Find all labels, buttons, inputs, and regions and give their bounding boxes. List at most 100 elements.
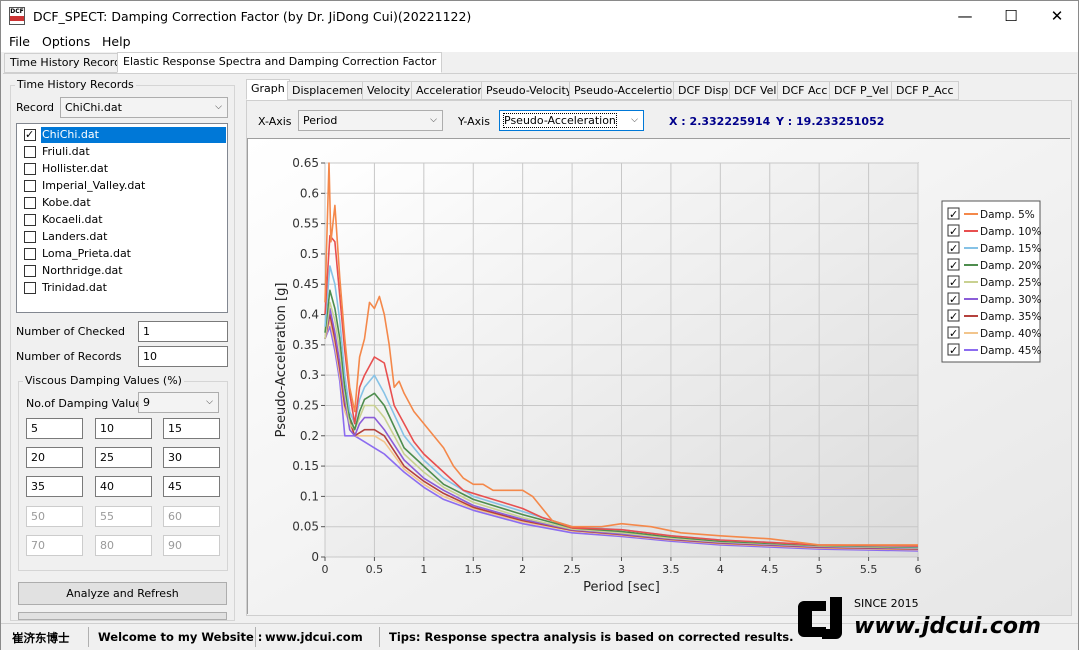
tab-dcf-vel[interactable]: DCF Vel — [729, 81, 782, 100]
list-item[interactable]: Hollister.dat — [21, 161, 226, 177]
tab-dcf-p-acc[interactable]: DCF P_Acc — [891, 81, 959, 100]
checkbox-checked-icon: ✓ — [949, 225, 958, 238]
damping-field[interactable]: 20 — [26, 447, 83, 468]
y-tick-label: 0.25 — [292, 398, 319, 412]
tab-dcf-disp[interactable]: DCF Disp — [673, 81, 734, 100]
checkbox-checked-icon[interactable] — [24, 127, 36, 143]
record-list[interactable]: ChiChi.dat Friuli.dat Hollister.dat Impe… — [16, 123, 228, 313]
time-history-group-title: Time History Records — [15, 78, 136, 91]
num-damping-label: No.of Damping Values — [26, 397, 148, 410]
menu-help[interactable]: Help — [102, 34, 131, 49]
tab-dcf-acc[interactable]: DCF Acc — [777, 81, 833, 100]
checkbox-checked-icon: ✓ — [949, 242, 958, 255]
number-records-field[interactable]: 10 — [138, 346, 228, 367]
menu-options[interactable]: Options — [42, 34, 91, 49]
checkbox-icon[interactable] — [24, 231, 36, 243]
damping-field[interactable]: 45 — [163, 476, 220, 497]
series-line — [324, 307, 919, 550]
record-name: ChiChi.dat — [41, 127, 226, 143]
status-tips: Tips: Response spectra analysis is based… — [389, 630, 794, 644]
list-item[interactable]: Loma_Prieta.dat — [21, 246, 226, 262]
damping-field-disabled: 60 — [163, 506, 220, 527]
list-item[interactable]: Kocaeli.dat — [21, 212, 226, 228]
tab-dcf-p-vel[interactable]: DCF P_Vel — [829, 81, 894, 100]
damping-field-disabled: 50 — [26, 506, 83, 527]
tab-displacement[interactable]: Displacement — [287, 81, 373, 100]
damping-field[interactable]: 5 — [26, 418, 83, 439]
list-item[interactable]: Kobe.dat — [21, 195, 226, 211]
number-checked-field[interactable]: 1 — [138, 321, 228, 342]
list-item[interactable]: Northridge.dat — [21, 263, 226, 279]
chevron-down-icon: ⌵ — [631, 115, 638, 125]
y-tick-label: 0.1 — [300, 489, 319, 503]
y-axis-value: Pseudo-Acceleration — [503, 113, 617, 128]
series-line — [324, 162, 918, 546]
title-bar: DCF DCF_SPECT: Damping Correction Factor… — [1, 1, 1078, 32]
x-tick-label: 0 — [322, 563, 329, 576]
record-select-value: ChiChi.dat — [65, 101, 122, 114]
minimize-icon[interactable]: — — [957, 7, 973, 25]
chart-axes: 0 0.5 1 1.5 2 2.5 3 3.5 4 4.5 5 5.5 6 0 0.05 0.1 0.15 0.2… — [274, 156, 922, 595]
checkbox-icon[interactable] — [24, 282, 36, 294]
checkbox-icon[interactable] — [24, 265, 36, 277]
x-tick-label: 4 — [717, 563, 724, 576]
jdcui-logo: SINCE 2015 www.jdcui.com — [786, 593, 1076, 647]
partial-button[interactable] — [18, 612, 227, 620]
tab-time-history-records[interactable]: Time History Records — [4, 53, 133, 73]
tab-pseudo-acceleration[interactable]: Pseudo-Accelertion — [569, 81, 685, 100]
cursor-x-readout: X : 2.332225914 — [669, 115, 771, 128]
checkbox-icon[interactable] — [24, 248, 36, 260]
spectra-chart[interactable]: 0 0.5 1 1.5 2 2.5 3 3.5 4 4.5 5 5.5 6 0 0.05 0.1 0.15 0.2… — [248, 139, 1071, 615]
tab-velocity[interactable]: Velocity — [362, 81, 416, 100]
y-tick-label: 0.55 — [292, 217, 319, 231]
tab-acceleration[interactable]: Acceleration — [411, 81, 490, 100]
menu-file[interactable]: File — [9, 34, 30, 49]
damping-field[interactable]: 15 — [163, 418, 220, 439]
num-damping-select[interactable]: 9 ⌵ — [138, 392, 219, 413]
record-name: Friuli.dat — [42, 145, 90, 158]
tab-elastic-response-spectra[interactable]: Elastic Response Spectra and Damping Cor… — [117, 52, 443, 73]
y-tick-label: 0.45 — [292, 277, 319, 291]
status-website[interactable]: www.jdcui.com — [265, 630, 363, 644]
damping-field[interactable]: 30 — [163, 447, 220, 468]
chart-legend[interactable]: ✓ Damp. 5% ✓ Damp. 10% ✓ Damp. 15% ✓ Damp. 20% ✓… — [941, 200, 1041, 363]
checkbox-icon[interactable] — [24, 197, 36, 209]
list-item[interactable]: Landers.dat — [21, 229, 226, 245]
x-tick-label: 4.5 — [761, 563, 779, 576]
list-item[interactable]: Imperial_Valley.dat — [21, 178, 226, 194]
damping-field-disabled: 55 — [95, 506, 152, 527]
close-icon[interactable]: ✕ — [1050, 7, 1064, 25]
y-axis-select[interactable]: Pseudo-Acceleration ⌵ — [499, 110, 644, 131]
checkbox-checked-icon: ✓ — [949, 293, 958, 306]
tab-graph[interactable]: Graph — [246, 79, 290, 100]
damping-field[interactable]: 25 — [95, 447, 152, 468]
damping-field[interactable]: 35 — [26, 476, 83, 497]
checkbox-icon[interactable] — [24, 163, 36, 175]
checkbox-checked-icon: ✓ — [949, 276, 958, 289]
legend-label: Damp. 40% — [980, 328, 1041, 340]
checkbox-icon[interactable] — [24, 214, 36, 226]
tab-pseudo-velocity[interactable]: Pseudo-Velocity — [481, 81, 578, 100]
checkbox-icon[interactable] — [24, 180, 36, 192]
analyze-refresh-button[interactable]: Analyze and Refresh — [18, 582, 227, 605]
app-icon-text: DCF — [10, 8, 24, 15]
x-axis-select[interactable]: Period ⌵ — [298, 110, 443, 131]
y-tick-label: 0.15 — [292, 459, 319, 473]
x-axis-title: Period [sec] — [583, 580, 660, 595]
maximize-icon[interactable]: ☐ — [1004, 7, 1018, 25]
chart-frame[interactable]: 0 0.5 1 1.5 2 2.5 3 3.5 4 4.5 5 5.5 6 0 0.05 0.1 0.15 0.2… — [247, 138, 1071, 615]
y-tick-label: 0.4 — [300, 308, 319, 322]
legend-label: Damp. 35% — [980, 311, 1041, 323]
y-tick-label: 0.3 — [300, 368, 319, 382]
legend-checkbox — [947, 309, 960, 322]
list-item[interactable]: Trinidad.dat — [21, 280, 226, 296]
checkbox-icon[interactable] — [24, 146, 36, 158]
list-item[interactable]: Friuli.dat — [21, 144, 226, 160]
legend-checkbox — [947, 326, 960, 339]
list-item[interactable]: ChiChi.dat — [21, 127, 226, 143]
damping-field[interactable]: 10 — [95, 418, 152, 439]
damping-field[interactable]: 40 — [95, 476, 152, 497]
checkbox-checked-icon: ✓ — [949, 310, 958, 323]
record-select[interactable]: ChiChi.dat ⌵ — [60, 97, 228, 118]
y-tick-label: 0.35 — [292, 338, 319, 352]
